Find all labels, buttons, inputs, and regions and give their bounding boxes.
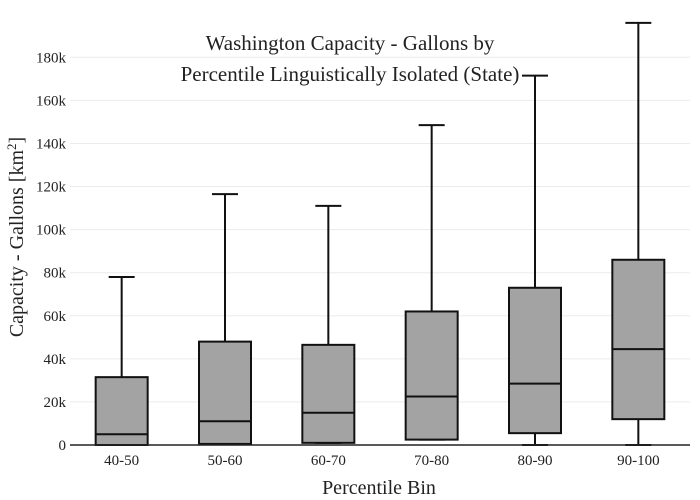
box-60-70 [301, 204, 356, 444]
y-tick-label: 140k [36, 136, 67, 152]
y-tick-label: 40k [44, 352, 67, 368]
x-tick-label: 50-60 [208, 453, 243, 469]
y-axis-title-main: Capacity - Gallons [km [6, 150, 28, 338]
y-axis-title-end: ] [6, 137, 28, 144]
box-70-80 [404, 124, 459, 441]
iqr-box [611, 258, 666, 421]
box-40-50 [94, 276, 149, 446]
y-tick-labels: 0 20k 40k 60k 80k 100k 120k 140k 160k 180k [36, 50, 67, 454]
y-tick-label: 60k [44, 309, 67, 325]
iqr-box [404, 310, 459, 441]
box-layer [94, 21, 666, 446]
box-80-90 [508, 74, 562, 446]
y-tick-label: 120k [36, 180, 67, 196]
x-tick-label: 40-50 [104, 453, 139, 469]
box-90-100 [611, 21, 666, 446]
y-tick-label: 80k [44, 266, 67, 282]
x-tick-label: 60-70 [311, 453, 346, 469]
y-axis-title: Capacity - Gallons [km2] [4, 137, 29, 337]
y-tick-label: 180k [36, 50, 67, 66]
y-tick-label: 100k [36, 223, 67, 239]
x-tick-label: 80-90 [518, 453, 553, 469]
y-tick-label: 160k [36, 93, 67, 109]
iqr-box [508, 286, 562, 435]
x-tick-labels: 40-50 50-60 60-70 70-80 80-90 90-100 [104, 453, 659, 469]
x-tick-label: 70-80 [414, 453, 449, 469]
iqr-box [301, 343, 356, 444]
x-axis-title: Percentile Bin [322, 477, 436, 499]
grid-layer [70, 56, 690, 403]
y-tick-label: 20k [44, 395, 67, 411]
chart-title-line-1: Washington Capacity - Gallons by [206, 31, 495, 55]
box-50-60 [198, 193, 252, 445]
iqr-box [198, 340, 252, 445]
y-axis-title-superscript: 2 [4, 143, 19, 150]
chart-title-line-2: Percentile Linguistically Isolated (Stat… [181, 62, 520, 86]
y-tick-label: 0 [59, 438, 67, 454]
x-tick-label: 90-100 [617, 453, 660, 469]
